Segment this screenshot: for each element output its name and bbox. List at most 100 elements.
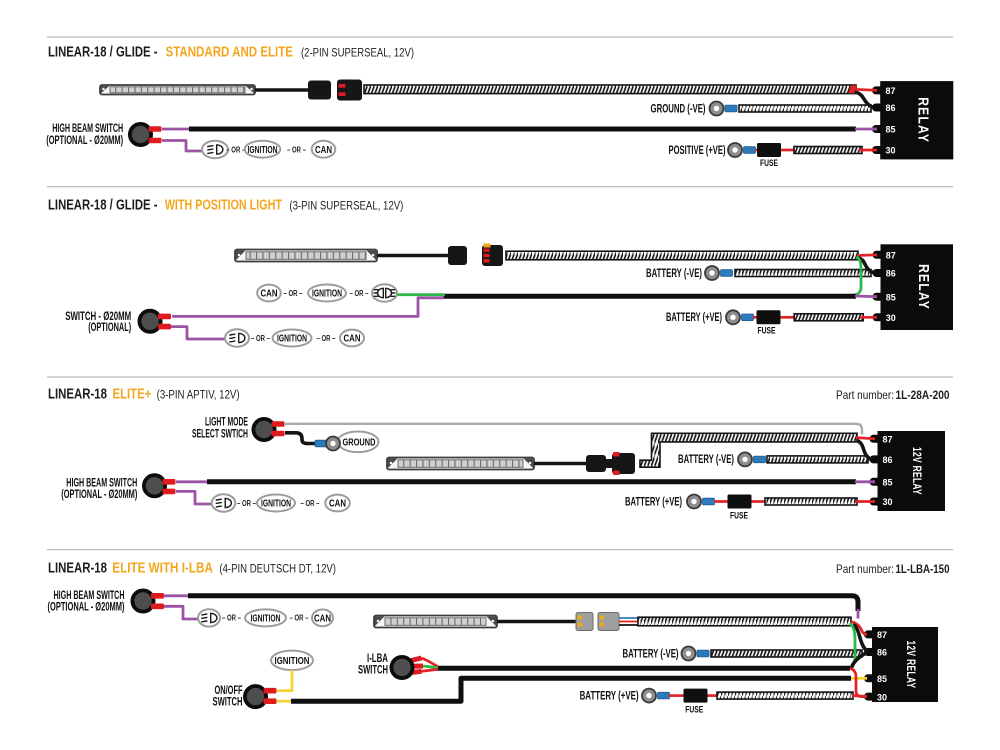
battery-neg-label: BATTERY (-VE) xyxy=(646,266,702,280)
wire-to-pin87 xyxy=(856,253,878,257)
part-number-label: Part number: xyxy=(836,388,894,402)
switch-terminal xyxy=(162,488,176,495)
or-label: – OR – xyxy=(317,334,336,343)
ignition-option: IGNITION xyxy=(248,145,278,156)
relay-label: 12V RELAY xyxy=(910,447,924,495)
can-option: CAN xyxy=(329,499,346,510)
ring-terminal-battery-neg xyxy=(680,645,697,662)
main-braided-cable xyxy=(505,250,859,261)
onoff-switch xyxy=(242,684,269,710)
relay-pin-86: 86 xyxy=(877,648,887,659)
battery-neg-braided-wire xyxy=(734,268,872,278)
section-title-spec: (3-PIN APTIV, 12V) xyxy=(157,390,240,402)
switch-terminal xyxy=(158,313,171,320)
cable-end-sleeve xyxy=(848,85,857,94)
onoff-line xyxy=(291,675,851,704)
ignition-option: IGNITION xyxy=(312,289,342,300)
switch-label-line1: SWITCH - Ø20MM xyxy=(65,309,131,323)
light-bar xyxy=(373,614,498,629)
ferrule-positive xyxy=(743,146,756,154)
section-title-variant: STANDARD AND ELITE xyxy=(166,45,294,61)
relay-pin-87: 87 xyxy=(886,86,896,97)
ring-terminal-ground xyxy=(708,100,725,117)
relay-pin-85: 85 xyxy=(886,125,897,136)
switch-label-line1: HIGH BEAM SWITCH xyxy=(52,121,123,135)
switch-label-line2: (OPTIONAL) xyxy=(88,320,131,334)
light-bar xyxy=(234,248,378,263)
position-light-source-options: CAN – OR – IGNITION – OR – xyxy=(256,283,398,303)
ring-terminal-battery-neg xyxy=(704,265,720,281)
switch-terminal xyxy=(148,126,162,132)
relay: 87 86 85 30 RELAY xyxy=(880,244,953,330)
section-title-spec: (4-PIN DEUTSCH DT, 12V) xyxy=(219,563,336,575)
light-mode-select-switch xyxy=(251,416,277,443)
or-label: – OR – xyxy=(222,614,241,623)
ilba-switch-label-line2: SWITCH xyxy=(358,662,388,676)
section-title-spec: (2-PIN SUPERSEAL, 12V) xyxy=(301,48,414,60)
ground-label: GROUND (-VE) xyxy=(651,101,706,115)
fuse xyxy=(727,494,752,509)
purple-tip-pin85 xyxy=(854,294,878,299)
relay-pin-87: 87 xyxy=(886,251,896,262)
main-braided-cable xyxy=(363,84,857,95)
positive-braided-wire xyxy=(793,145,863,155)
section-title-variant: WITH POSITION LIGHT xyxy=(165,197,282,213)
relay-pin-85: 85 xyxy=(883,478,894,489)
part-number-value: 1L-LBA-150 xyxy=(896,562,950,576)
relay-label: RELAY xyxy=(915,97,932,143)
ground-link-87-86 xyxy=(856,438,873,461)
mode-select-wire xyxy=(285,422,864,435)
ilba-wire-red xyxy=(421,667,439,673)
onoff-switch-label-line2: SWITCH xyxy=(213,694,243,708)
relay-pin-85: 85 xyxy=(877,674,888,685)
or-label: – OR – xyxy=(350,289,369,298)
relay-pin-30: 30 xyxy=(883,497,893,508)
fuse-label: FUSE xyxy=(685,704,703,715)
relay-pin-30: 30 xyxy=(886,146,896,157)
fuse xyxy=(757,143,781,157)
section-title-prefix: LINEAR-18 xyxy=(48,560,107,576)
switch-terminal xyxy=(162,479,176,485)
or-label: – OR – xyxy=(251,334,270,343)
switch-terminal xyxy=(271,421,285,427)
purple-wire-switch xyxy=(172,296,444,318)
high-beam-switch xyxy=(127,122,154,148)
battery-pos-label: BATTERY (+VE) xyxy=(625,494,682,508)
or-label: – OR – xyxy=(290,614,309,623)
position-switch xyxy=(137,308,163,334)
battery-pos-braided-wire xyxy=(764,497,858,506)
mode-ground-wire xyxy=(285,431,316,446)
battery-pos-label: BATTERY (+VE) xyxy=(666,310,722,324)
battery-pos-braided-wire xyxy=(793,312,865,322)
switch-label-line2: (OPTIONAL - Ø20MM) xyxy=(48,599,125,613)
relay-pin-85: 85 xyxy=(886,292,897,303)
wire-to-pin30 xyxy=(851,694,868,698)
ilba-wire-red xyxy=(420,656,439,668)
aptiv-connector-pair xyxy=(586,452,635,475)
high-beam-switch xyxy=(141,473,168,499)
can-option: CAN xyxy=(344,334,361,345)
relay-pin-87: 87 xyxy=(883,435,893,446)
section-title-prefix: LINEAR-18 / GLIDE - xyxy=(48,45,158,61)
relay-label: RELAY xyxy=(915,264,932,310)
superseal-connector-pair xyxy=(448,243,503,266)
wire-to-pin87 xyxy=(855,436,876,441)
high-beam-switch xyxy=(130,588,156,614)
trigger-source-options: – OR – IGNITION – OR – CAN xyxy=(197,608,334,628)
or-label: – OR – xyxy=(226,145,245,154)
ground-link-86-node xyxy=(849,651,867,669)
relay: 87 86 85 30 RELAY xyxy=(880,81,954,160)
ilba-switch xyxy=(389,655,415,680)
switch-label-line2: (OPTIONAL - Ø20MM) xyxy=(46,133,123,147)
ground-braided-wire xyxy=(738,104,872,113)
purple-wire-source xyxy=(162,139,202,153)
section-title-variant: ELITE+ xyxy=(113,387,152,403)
ring-terminal-battery-pos xyxy=(725,309,741,326)
ground-link-87-86 xyxy=(855,90,874,110)
high-beam-line xyxy=(188,593,861,611)
position-light-wire xyxy=(850,255,863,297)
switch-terminal xyxy=(148,137,162,144)
ring-terminal-battery-pos xyxy=(686,493,702,510)
relay-pin-86: 86 xyxy=(886,103,896,114)
switch-label-line1: HIGH BEAM SWITCH xyxy=(66,476,137,490)
